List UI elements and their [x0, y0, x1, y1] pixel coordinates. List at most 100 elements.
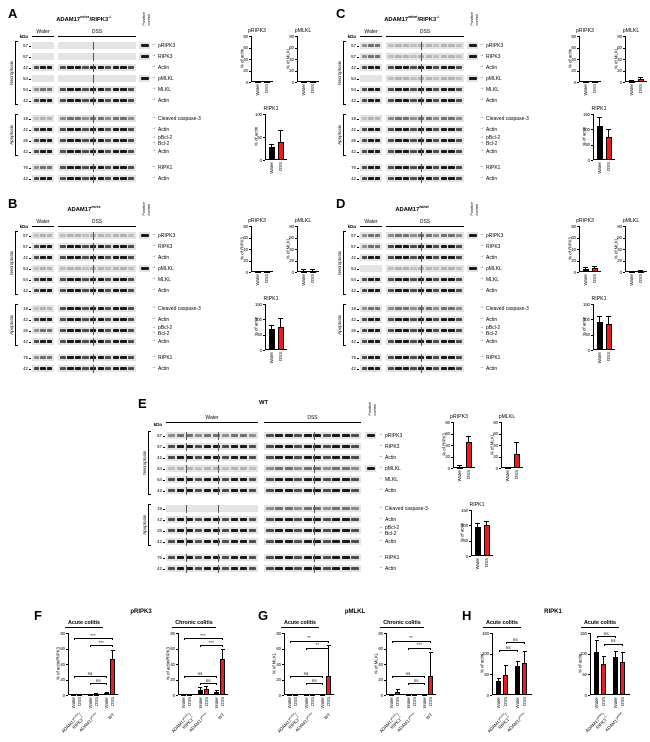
colitis-chart: Acute colitis% of actin/RIPK3 0 20 40 60 80 Wa…	[42, 620, 126, 742]
error-cap	[278, 317, 283, 319]
blot-band	[361, 255, 367, 260]
blot-band	[105, 116, 112, 121]
chart-title: pRIPK3	[450, 414, 468, 420]
blot-band	[361, 165, 367, 170]
y-tick	[623, 272, 625, 273]
blot-band	[82, 149, 89, 154]
band-arrow-icon: →	[378, 565, 383, 570]
splice-line	[217, 537, 219, 546]
blot-band	[440, 255, 448, 260]
blot-band	[112, 165, 120, 170]
sig-line	[391, 676, 425, 679]
y-tick-label: 80	[378, 630, 383, 636]
blot-strip	[386, 97, 464, 104]
kda-value: 42	[351, 149, 356, 155]
blot-band	[440, 127, 448, 132]
blot-band	[395, 65, 402, 70]
y-tick-label: 40	[617, 246, 622, 252]
text-seg: wt/wt	[419, 205, 429, 210]
band-arrow-icon: →	[479, 265, 484, 270]
splice-line	[217, 526, 219, 535]
band-label: Bcl-2	[158, 140, 170, 147]
blot-band	[425, 267, 432, 270]
blot-band	[322, 539, 331, 544]
blot-band	[448, 149, 455, 154]
blot-band	[74, 87, 82, 92]
kda-dash	[357, 368, 359, 370]
blot-band	[395, 277, 402, 282]
blot-band	[284, 433, 293, 438]
splice-line	[186, 504, 188, 513]
y-tick-label: 0	[587, 347, 590, 353]
splice-line	[217, 515, 219, 524]
splice-line	[421, 63, 422, 72]
y-tick	[66, 695, 68, 696]
blot-band	[368, 233, 374, 238]
y-tick-label: 60	[243, 45, 248, 50]
error-bar	[397, 688, 398, 692]
blot-band	[425, 176, 432, 181]
x-tick-label: Water	[583, 274, 589, 286]
sig-label: ns	[603, 630, 609, 636]
blot-band	[395, 288, 402, 293]
y-tick	[249, 272, 251, 273]
blot-band	[303, 455, 312, 460]
kda-dash	[29, 235, 31, 237]
blot-band	[97, 288, 104, 293]
splice-line	[421, 337, 422, 346]
kda-dash	[357, 100, 359, 102]
blot-band	[40, 339, 46, 344]
blot-strip	[166, 465, 258, 472]
y-tick-label: 20	[378, 677, 383, 682]
bar	[303, 694, 309, 697]
blot-band	[448, 127, 455, 132]
blot-band	[433, 339, 440, 344]
splice-line	[93, 337, 94, 346]
sig-label: ***	[98, 639, 104, 645]
blot-band	[402, 277, 410, 282]
blot-strip	[58, 365, 136, 372]
y-tick-label: 150	[583, 301, 590, 307]
blot-band	[368, 288, 374, 293]
band-label: pBcl-2	[158, 135, 173, 142]
blot-band	[425, 288, 432, 293]
splice-line	[421, 264, 422, 273]
blot-band	[33, 98, 39, 103]
blot-strip	[58, 115, 136, 122]
blot-band	[303, 433, 312, 438]
blot-band	[128, 65, 135, 70]
band-arrow-icon: →	[479, 115, 484, 120]
blot-band	[59, 328, 66, 333]
blot-band	[402, 366, 410, 371]
chart-header-text: Acute colitis	[482, 620, 522, 628]
pos-ctrl-box	[467, 53, 478, 60]
blot-band	[67, 339, 74, 344]
blot-band	[128, 116, 135, 121]
blot-strip	[360, 97, 382, 104]
y-tick	[591, 350, 593, 351]
blot-band	[433, 55, 440, 58]
kda-value: 26	[23, 138, 28, 144]
blot-band	[82, 98, 89, 103]
y-tick-label: 150	[580, 630, 587, 636]
blot-band	[230, 467, 239, 470]
y-tick-label: 0	[573, 269, 576, 275]
pos-ctrl-box	[365, 432, 376, 439]
splice-line	[186, 475, 188, 484]
kda-value: 42	[23, 98, 28, 104]
blot-genotype-title: ADAM17wt/wt	[360, 205, 464, 213]
mini-chart: RIPK1% of actin 0 50 100 Water DSS	[248, 106, 294, 190]
y-tick-label: 0	[259, 347, 262, 353]
bar	[411, 694, 417, 697]
blot-band	[120, 339, 127, 344]
y-tick	[499, 456, 501, 458]
blot-band	[128, 255, 135, 260]
blot-band	[425, 244, 432, 249]
x-tick-label: DSS	[484, 558, 490, 568]
blot-band	[387, 44, 394, 47]
kda-value: 26	[157, 528, 162, 534]
blot-band	[248, 528, 257, 533]
kda-value: 42	[157, 517, 162, 523]
pos-ctrl-band	[366, 434, 375, 437]
blot-band	[387, 306, 394, 311]
